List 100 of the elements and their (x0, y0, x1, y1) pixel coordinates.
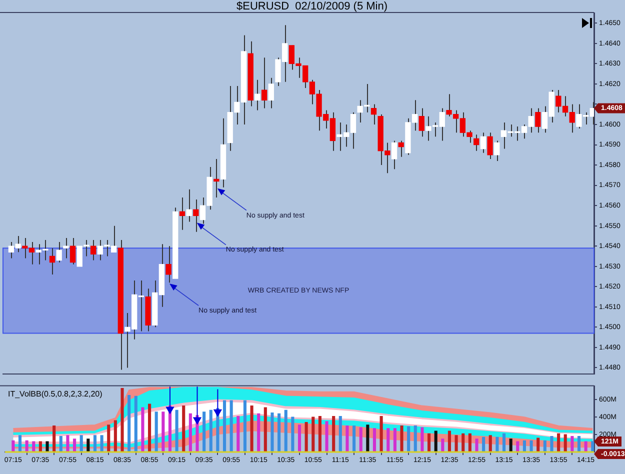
bar (291, 416, 294, 452)
candlestick (166, 246, 172, 284)
bar (202, 412, 206, 452)
bar (128, 395, 131, 452)
candlestick (391, 140, 398, 170)
bar (312, 416, 315, 452)
bar (346, 426, 349, 452)
bar (52, 426, 56, 452)
bar (230, 400, 233, 452)
bar (522, 440, 526, 452)
bar (502, 433, 506, 452)
candlestick (494, 140, 500, 162)
candlestick (480, 132, 486, 154)
bar (209, 410, 212, 452)
bar (468, 433, 472, 452)
bar (107, 424, 110, 452)
bar (175, 410, 178, 452)
bar (236, 416, 240, 452)
bar (393, 428, 396, 452)
bar (304, 422, 308, 452)
candlestick (214, 158, 220, 198)
candlestick (370, 104, 377, 125)
bar (509, 438, 512, 452)
bar (570, 436, 574, 452)
bar (325, 421, 328, 452)
bar (243, 400, 246, 452)
candlestick (268, 77, 274, 109)
bar (222, 400, 226, 452)
candlestick (254, 79, 260, 111)
bar (454, 435, 458, 452)
bar (100, 435, 104, 452)
bar (564, 434, 567, 452)
bar (250, 405, 254, 452)
bar (543, 440, 546, 452)
bar (441, 438, 444, 452)
bar (577, 436, 581, 452)
point (193, 417, 202, 424)
bar (482, 436, 486, 452)
bar (257, 413, 260, 452)
bar (162, 412, 165, 452)
bar (550, 436, 554, 452)
bar (338, 416, 342, 452)
candlestick (70, 237, 76, 265)
bar (18, 435, 22, 452)
bar (407, 426, 410, 452)
bar (66, 435, 70, 452)
bar (278, 413, 281, 452)
bar (359, 427, 362, 452)
bar (318, 416, 322, 452)
bar (366, 424, 370, 452)
candlestick (179, 196, 186, 230)
bar (536, 438, 540, 452)
candlestick (418, 108, 424, 138)
bar (188, 413, 192, 452)
bar (420, 427, 424, 452)
candlestick (56, 242, 62, 263)
bar (462, 433, 465, 452)
bar (134, 396, 138, 452)
chart-title: IT_VolBB(0.5,0.8,2,3.2,20) (8, 389, 103, 398)
candlestick (49, 248, 56, 275)
chart-title: $EURUSD 02/10/2009 (5 Min) (236, 0, 388, 13)
bar (93, 435, 97, 452)
bar (120, 388, 124, 452)
bar (141, 407, 144, 452)
bar (475, 438, 478, 452)
bar (414, 426, 417, 452)
candlestick (193, 198, 199, 232)
candlestick (535, 108, 541, 134)
bar (80, 435, 83, 452)
point (166, 406, 174, 414)
bar (284, 410, 288, 452)
bar (270, 412, 274, 452)
bar (38, 441, 42, 452)
bar (591, 441, 594, 452)
bar (298, 424, 302, 452)
bar (372, 428, 376, 452)
bar (584, 441, 588, 452)
bar (86, 438, 90, 452)
point (214, 409, 222, 416)
bar (488, 435, 492, 452)
bar (25, 440, 28, 452)
bar (516, 441, 520, 452)
bar (400, 426, 404, 452)
bar (496, 436, 499, 452)
bar (332, 416, 336, 452)
bar (32, 441, 36, 452)
bar (12, 440, 15, 452)
candlestick (261, 57, 268, 109)
bar (46, 441, 49, 452)
bar (352, 426, 356, 452)
bar (73, 438, 76, 452)
candlestick (474, 134, 480, 152)
candlestick (90, 240, 96, 261)
bar (264, 407, 267, 452)
bar (148, 404, 152, 452)
bar (557, 433, 560, 452)
bar (448, 430, 452, 452)
candlestick (398, 140, 404, 158)
bar (427, 433, 431, 452)
bar (59, 436, 62, 452)
